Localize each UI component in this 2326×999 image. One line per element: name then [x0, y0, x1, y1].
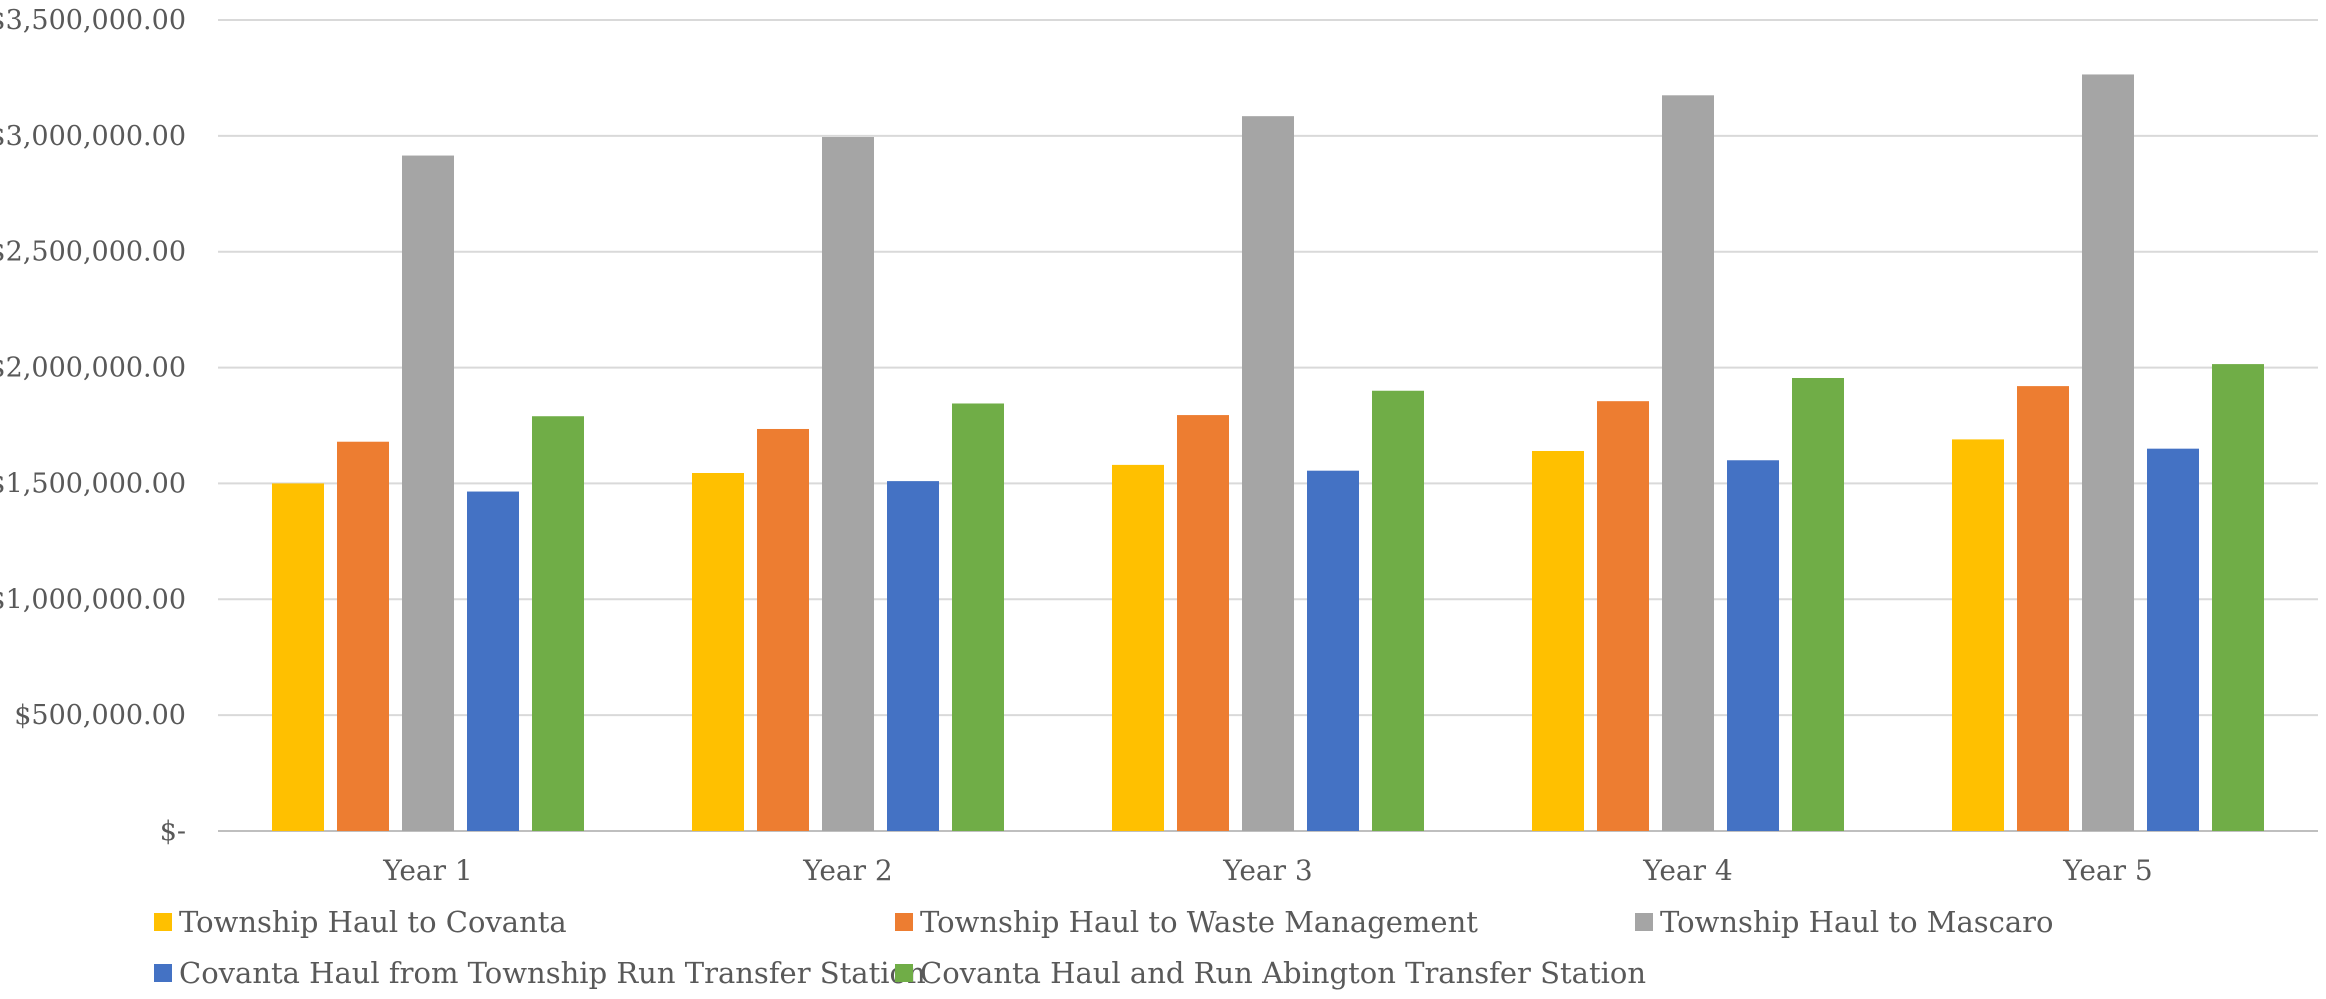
bar: [337, 441, 389, 831]
bar: [1792, 377, 1844, 831]
bar: [532, 416, 584, 831]
bar: [1242, 116, 1294, 831]
y-axis: $- $500,000.00 $1,000,000.00 $1,500,000.00 $…: [0, 5, 186, 847]
legend-label: Township Haul to Covanta: [179, 905, 567, 939]
y-tick-label: $1,000,000.00: [0, 584, 186, 615]
x-tick-label: Year 3: [1222, 854, 1312, 887]
y-tick-label: $2,000,000.00: [0, 353, 186, 384]
y-tick-label: $-: [160, 816, 186, 847]
bar: [692, 473, 744, 831]
bar: [2212, 364, 2264, 831]
legend-swatch: [895, 964, 913, 982]
bar: [822, 137, 874, 831]
legend-swatch: [154, 964, 172, 982]
x-tick-label: Year 2: [802, 854, 892, 887]
y-tick-label: $2,500,000.00: [0, 237, 186, 268]
bar: [1112, 464, 1164, 831]
legend-label: Covanta Haul from Township Run Transfer …: [179, 956, 926, 990]
y-tick-label: $3,000,000.00: [0, 121, 186, 152]
bar: [757, 428, 809, 831]
bar: [1952, 439, 2004, 831]
legend-label: Covanta Haul and Run Abington Transfer S…: [920, 956, 1646, 990]
bar: [2017, 386, 2069, 831]
legend-swatch: [154, 913, 172, 931]
bar: [1662, 95, 1714, 832]
bar: [1727, 460, 1779, 831]
bar: [1597, 401, 1649, 831]
bars: [272, 74, 2264, 832]
legend-label: Township Haul to Mascaro: [1660, 905, 2053, 939]
y-tick-label: $500,000.00: [14, 700, 186, 731]
bar: [402, 155, 454, 831]
legend-swatch: [1635, 913, 1653, 931]
legend-swatch: [895, 913, 913, 931]
x-tick-label: Year 5: [2062, 854, 2152, 887]
bar: [1532, 450, 1584, 831]
x-tick-label: Year 4: [1642, 854, 1732, 887]
bar: [887, 481, 939, 831]
bar: [952, 403, 1004, 831]
legend-label: Township Haul to Waste Management: [920, 905, 1478, 939]
y-tick-label: $1,500,000.00: [0, 468, 186, 499]
bar: [272, 483, 324, 831]
x-tick-label: Year 1: [382, 854, 472, 887]
y-tick-label: $3,500,000.00: [0, 5, 186, 36]
bar: [467, 491, 519, 831]
bar: [2147, 448, 2199, 831]
legend: Township Haul to Covanta Township Haul to…: [154, 905, 2053, 990]
bar: [1177, 415, 1229, 831]
x-axis: Year 1 Year 2 Year 3 Year 4 Year 5: [382, 854, 2152, 887]
bar: [2082, 74, 2134, 831]
bar: [1372, 390, 1424, 831]
bar: [1307, 470, 1359, 831]
